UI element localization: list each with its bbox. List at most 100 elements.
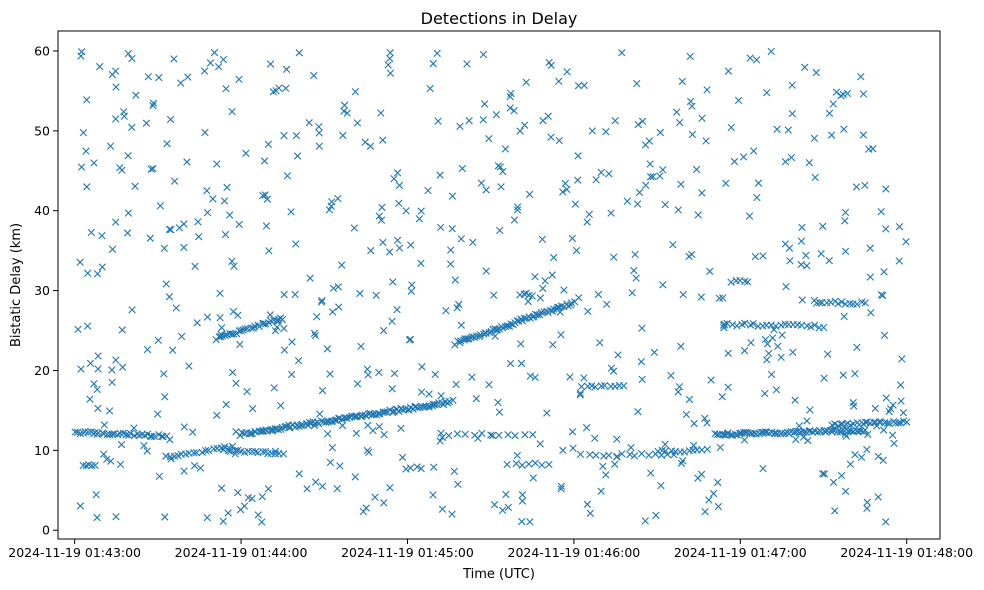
detection-point: [633, 79, 641, 88]
detection-point: [686, 52, 694, 61]
detection-point: [390, 369, 399, 378]
detection-point: [802, 251, 810, 260]
detection-point: [128, 123, 136, 132]
detection-point: [76, 502, 85, 510]
detection-point: [832, 88, 841, 96]
track-point: [461, 335, 469, 343]
detection-point: [92, 490, 100, 499]
detection-point: [805, 158, 814, 167]
detection-point: [311, 478, 320, 486]
detection-point: [100, 450, 108, 458]
detection-point: [784, 126, 792, 134]
detection-point: [754, 179, 763, 187]
detection-point: [340, 107, 348, 115]
detection-point: [352, 429, 361, 438]
detection-point: [266, 311, 274, 319]
track-point: [531, 459, 539, 467]
detection-point: [827, 131, 836, 139]
detection-point: [146, 234, 154, 242]
detection-point: [463, 60, 471, 68]
detection-point: [431, 370, 439, 379]
detection-point: [795, 422, 803, 430]
detection-point: [200, 67, 209, 75]
track-point: [218, 332, 227, 340]
detection-point: [292, 131, 301, 140]
detection-point: [90, 159, 98, 167]
track-point: [480, 330, 488, 338]
detection-point: [863, 504, 871, 513]
detection-point: [406, 241, 415, 249]
y-tick-label: 40: [34, 203, 50, 218]
detection-point: [734, 96, 743, 105]
detection-point: [430, 463, 438, 471]
detection-point: [777, 353, 785, 361]
detection-point: [316, 410, 324, 418]
track-point: [626, 450, 634, 459]
detection-point: [503, 460, 511, 469]
track-point: [520, 290, 528, 298]
detection-point: [740, 346, 749, 355]
track-point: [381, 408, 390, 416]
detection-point: [295, 470, 303, 478]
detection-point: [264, 485, 273, 493]
detection-point: [375, 368, 383, 377]
detection-point: [582, 424, 591, 432]
track-point: [630, 452, 639, 460]
detection-point: [610, 253, 618, 261]
track-point: [557, 302, 566, 310]
track-point: [435, 399, 443, 407]
detection-point: [479, 50, 488, 59]
detection-point: [857, 453, 866, 461]
detection-point: [888, 431, 897, 439]
detection-point: [384, 61, 392, 69]
detection-point: [469, 238, 477, 247]
detection-point: [510, 107, 518, 115]
detection-point: [767, 47, 775, 56]
detection-point: [659, 281, 667, 289]
detection-point: [669, 241, 677, 249]
detection-point: [100, 421, 109, 429]
track-point: [728, 321, 737, 329]
detection-point: [638, 117, 647, 126]
track-point: [741, 319, 749, 327]
detection-point: [574, 152, 582, 160]
detection-point: [797, 260, 805, 269]
track-point: [538, 461, 546, 469]
track-point: [245, 429, 254, 438]
detection-point: [798, 223, 806, 232]
detection-point: [782, 282, 790, 291]
detection-point: [686, 97, 695, 106]
detection-point: [882, 185, 890, 193]
detection-point: [276, 401, 285, 410]
detection-point: [549, 253, 558, 262]
detection-point: [778, 331, 786, 339]
track-point: [570, 298, 579, 306]
track-point: [720, 320, 729, 328]
detection-point: [765, 349, 773, 358]
detection-point: [292, 240, 300, 248]
detection-point: [788, 109, 797, 118]
detection-point: [369, 426, 377, 435]
detection-point: [447, 246, 455, 254]
detection-point: [328, 443, 337, 452]
detection-point: [544, 112, 552, 120]
track-point: [743, 278, 752, 286]
track-point: [762, 428, 771, 436]
detection-point: [128, 54, 136, 63]
detection-point: [76, 258, 84, 266]
track-point: [431, 400, 439, 409]
track-point: [274, 426, 283, 434]
detection-point: [584, 307, 592, 316]
detection-point: [646, 469, 655, 477]
detection-point: [203, 187, 211, 195]
detection-point: [153, 410, 162, 418]
y-tick-label: 10: [34, 443, 50, 458]
track-point: [875, 418, 883, 426]
detection-point: [641, 517, 649, 525]
track-point: [529, 430, 537, 439]
track-point: [374, 410, 383, 418]
detection-point: [260, 157, 269, 165]
detection-point: [506, 104, 514, 112]
detection-point: [395, 244, 404, 252]
detection-point: [177, 332, 186, 341]
